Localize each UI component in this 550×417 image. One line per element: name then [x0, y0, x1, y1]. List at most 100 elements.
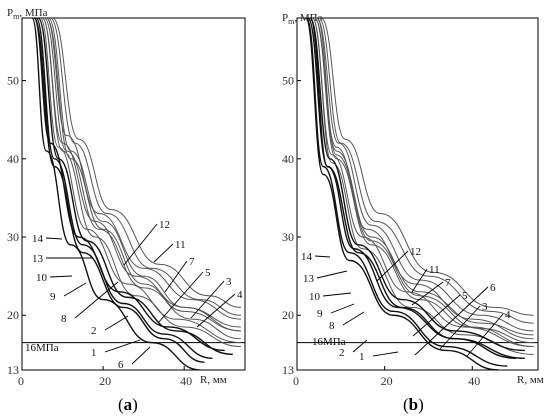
svg-text:Pm, МПа: Pm, МПа: [7, 7, 48, 21]
series-curve-b-8: [307, 18, 517, 359]
series-label-b-1: 1: [359, 351, 365, 363]
series-label-b-11: 11: [429, 264, 440, 276]
series-leader-b-9: [330, 303, 355, 314]
series-leader-b-7: [411, 281, 444, 306]
y-tick-label-b-1: 20: [282, 308, 294, 322]
series-leader-b-3: [439, 305, 481, 350]
series-curve-a-11: [49, 18, 241, 316]
series-leader-a-8: [74, 281, 119, 319]
series-label-a-10: 10: [36, 272, 48, 284]
y-axis-label-main-a: P: [7, 7, 13, 19]
series-leader-b-2: [352, 339, 368, 353]
panel-caption-b: (b): [403, 395, 424, 414]
y-tick-label-b-2: 30: [282, 230, 294, 244]
series-curve-b-1: [305, 18, 499, 370]
y-axis-label-sub-b: m: [288, 17, 295, 26]
series-leader-a-11: [153, 243, 174, 263]
series-curve-b-7: [314, 18, 534, 336]
series-label-b-7: 7: [445, 277, 451, 289]
series-leader-b-6: [414, 286, 489, 356]
series-label-a-4: 4: [237, 289, 243, 301]
series-curve-a-14: [45, 18, 241, 320]
series-leader-b-13: [316, 270, 348, 279]
series-label-a-13: 13: [32, 253, 44, 265]
series-label-b-9: 9: [317, 308, 323, 320]
series-leader-a-2: [104, 315, 129, 331]
y-tick-label-b-4: 50: [282, 74, 294, 88]
series-label-a-3: 3: [226, 276, 232, 288]
series-leader-b-1: [372, 351, 399, 357]
series-label-b-14: 14: [301, 251, 313, 263]
series-label-a-2: 2: [91, 325, 97, 337]
x-tick-label-b-2: 40: [468, 374, 480, 388]
series-curve-a-9: [33, 18, 225, 352]
series-curves-a: [31, 18, 241, 370]
series-leader-b-4: [466, 313, 504, 357]
series-label-b-5: 5: [462, 290, 468, 302]
x-axis-label-b: R, мм: [517, 374, 544, 386]
x-tick-label-a-0: 0: [18, 374, 24, 388]
series-label-b-6: 6: [490, 282, 496, 294]
x-axis-label-a: R, мм: [200, 374, 227, 386]
y-tick-label-a-3: 40: [7, 152, 19, 166]
reference-line-label-a: 16МПа: [25, 342, 59, 354]
series-label-a-9: 9: [50, 291, 56, 303]
series-label-b-13: 13: [303, 273, 315, 285]
series-label-a-6: 6: [118, 359, 124, 371]
y-tick-label-a-0: 13: [7, 363, 19, 377]
series-label-b-8: 8: [329, 320, 335, 332]
series-curve-a-5: [41, 18, 241, 348]
plot-frame-b: [296, 17, 539, 371]
y-tick-label-a-1: 20: [7, 308, 19, 322]
y-tick-label-b-3: 40: [282, 152, 294, 166]
y-axis-label-sub-a: m: [13, 12, 20, 21]
series-curve-a-6: [31, 18, 201, 370]
series-leader-b-10: [322, 292, 352, 297]
series-label-b-3: 3: [482, 301, 488, 313]
series-leader-b-11: [411, 268, 428, 293]
reference-line-label-b: 16МПа: [312, 336, 346, 348]
series-label-b-12: 12: [410, 246, 421, 258]
series-curve-b-11: [318, 18, 534, 324]
x-tick-label-a-2: 40: [180, 374, 192, 388]
series-curve-b-12: [320, 18, 534, 316]
series-label-b-4: 4: [505, 309, 511, 321]
series-curve-a-3: [45, 18, 241, 332]
series-leader-a-1: [104, 339, 141, 353]
series-curve-a-4: [47, 18, 241, 328]
series-curve-a-13: [41, 18, 241, 332]
series-curves-b: [305, 18, 534, 370]
series-leader-b-14: [314, 255, 331, 258]
series-curve-b-13: [314, 18, 534, 340]
series-curve-a-12: [52, 18, 241, 308]
series-label-b-2: 2: [339, 347, 345, 359]
panel-letter-a: a: [124, 395, 133, 414]
y-axis-label-a: Pm, МПа: [7, 7, 48, 21]
series-leader-b-8: [342, 311, 365, 326]
series-curve-a-7: [43, 18, 241, 340]
series-label-b-10: 10: [309, 291, 321, 303]
series-curve-b-2: [305, 18, 508, 367]
series-leader-a-5: [157, 271, 204, 324]
series-label-a-8: 8: [61, 313, 67, 325]
series-leader-a-9: [63, 282, 87, 297]
series-curve-b-14: [316, 18, 534, 332]
plot-frame-a: [21, 17, 246, 371]
y-axis-label-unit-a: , МПа: [19, 7, 47, 19]
series-leader-b-5: [412, 294, 461, 337]
y-axis-label-main-b: P: [282, 12, 288, 24]
series-label-a-7: 7: [189, 256, 195, 268]
series-leader-a-10: [49, 275, 73, 278]
series-leader-a-3: [190, 280, 225, 319]
series-curve-a-10: [39, 18, 241, 344]
y-tick-label-a-4: 50: [7, 74, 19, 88]
series-leader-a-14: [45, 237, 63, 240]
x-tick-label-a-1: 20: [99, 374, 111, 388]
